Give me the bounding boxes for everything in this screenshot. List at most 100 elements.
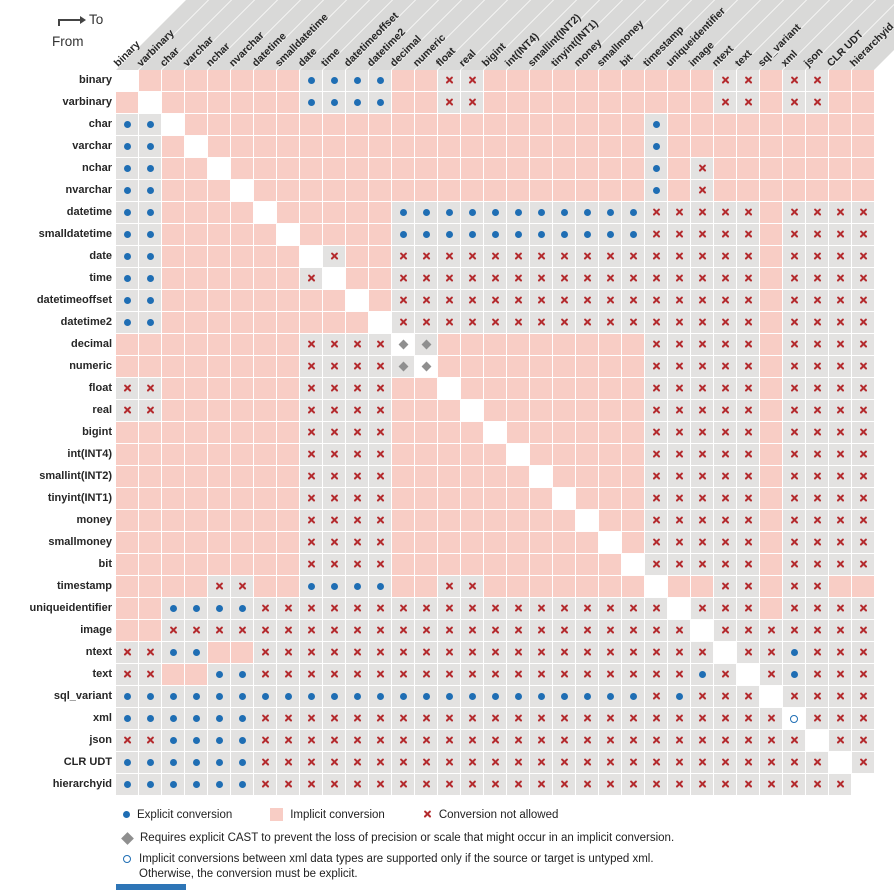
explicit-dot-icon [169, 759, 177, 766]
cell-datetime-to-uniqueidentifier [668, 202, 690, 223]
not-allowed-icon [652, 626, 661, 635]
not-allowed-icon [422, 252, 431, 261]
cell-decimal-to-uniqueidentifier [668, 334, 690, 355]
cell-real-to-datetimeoffset [346, 400, 368, 421]
cell-datetimeoffset-to-smallint(INT2) [530, 290, 552, 311]
not-allowed-icon [813, 516, 822, 525]
not-allowed-icon [560, 604, 569, 613]
not-allowed-icon [767, 626, 776, 635]
cell-smalldatetime-to-datetimeoffset [346, 224, 368, 245]
not-allowed-icon [146, 384, 155, 393]
cell-float-to-sql_variant [760, 378, 782, 399]
cell-nvarchar-to-bit [622, 180, 644, 201]
not-allowed-icon [123, 406, 132, 415]
cell-money-to-ntext [714, 510, 736, 531]
row-label-xml: xml [93, 712, 112, 724]
explicit-dot-icon [146, 275, 154, 282]
cell-smalldatetime-to-tinyint(INT1) [553, 224, 575, 245]
cell-nchar-to-real [461, 158, 483, 179]
legend-item-not-allowed: Conversion not allowed [423, 809, 559, 821]
not-allowed-icon [376, 384, 385, 393]
cell-bit-to-int(INT4) [507, 554, 529, 575]
cell-varbinary-to-json [806, 92, 828, 113]
not-allowed-icon [836, 670, 845, 679]
not-allowed-icon [767, 780, 776, 789]
not-allowed-icon [652, 736, 661, 745]
not-allowed-icon [468, 296, 477, 305]
not-allowed-icon [652, 670, 661, 679]
not-allowed-icon [560, 780, 569, 789]
cell-smallmoney-to-CLR UDT [829, 532, 851, 553]
cell-json-to-time [323, 730, 345, 751]
cell-image-to-money [576, 620, 598, 641]
not-allowed-icon [445, 98, 454, 107]
cell-tinyint(INT1)-to-char [162, 488, 184, 509]
cell-time-to-smallint(INT2) [530, 268, 552, 289]
cell-nchar-to-xml [783, 158, 805, 179]
cell-CLR UDT-to-time [323, 752, 345, 773]
cell-numeric-to-bit [622, 356, 644, 377]
cell-float-to-time [323, 378, 345, 399]
not-allowed-icon [721, 670, 730, 679]
cell-smallint(INT2)-to-ntext [714, 466, 736, 487]
cell-char-to-varchar [185, 114, 207, 135]
cell-bigint-to-varchar [185, 422, 207, 443]
not-allowed-icon [491, 318, 500, 327]
cell-datetimeoffset-to-datetimeoffset [346, 290, 368, 311]
not-allowed-icon [422, 758, 431, 767]
cell-xml-to-timestamp [645, 708, 667, 729]
not-allowed-icon [491, 626, 500, 635]
cell-timestamp-to-tinyint(INT1) [553, 576, 575, 597]
cell-smallint(INT2)-to-sql_variant [760, 466, 782, 487]
not-allowed-icon [744, 736, 753, 745]
cell-CLR UDT-to-uniqueidentifier [668, 752, 690, 773]
cell-sql_variant-to-smalldatetime [277, 686, 299, 707]
cell-json-to-datetime [254, 730, 276, 751]
cell-float-to-date [300, 378, 322, 399]
cell-nchar-to-smallmoney [599, 158, 621, 179]
cell-text-to-uniqueidentifier [668, 664, 690, 685]
not-allowed-icon [790, 296, 799, 305]
cell-int(INT4)-to-numeric [415, 444, 437, 465]
cell-float-to-bigint [484, 378, 506, 399]
not-allowed-icon [537, 604, 546, 613]
not-allowed-icon [307, 274, 316, 283]
cell-xml-to-char [162, 708, 184, 729]
cell-image-to-ntext [714, 620, 736, 641]
row-label-hierarchyid: hierarchyid [52, 778, 112, 790]
explicit-dot-icon [192, 737, 200, 744]
not-allowed-icon [859, 318, 868, 327]
cell-decimal-to-smallmoney [599, 334, 621, 355]
cell-date-to-smalldatetime [277, 246, 299, 267]
cell-timestamp-to-bigint [484, 576, 506, 597]
cell-hierarchyid-to-xml [783, 774, 805, 795]
cell-binary-to-smallint(INT2) [530, 70, 552, 91]
not-allowed-icon [698, 340, 707, 349]
not-allowed-icon [537, 780, 546, 789]
cell-text-to-sql_variant [760, 664, 782, 685]
cell-numeric-to-CLR UDT [829, 356, 851, 377]
cell-bigint-to-real [461, 422, 483, 443]
cell-int(INT4)-to-uniqueidentifier [668, 444, 690, 465]
cell-decimal-to-decimal [392, 334, 414, 355]
cell-varbinary-to-tinyint(INT1) [553, 92, 575, 113]
row-label-CLR UDT: CLR UDT [63, 756, 112, 768]
cell-datetime2-to-decimal [392, 312, 414, 333]
cell-money-to-money [576, 510, 598, 531]
cell-datetime-to-datetime2 [369, 202, 391, 223]
not-allowed-icon [675, 428, 684, 437]
cell-nvarchar-to-uniqueidentifier [668, 180, 690, 201]
cell-smallint(INT2)-to-decimal [392, 466, 414, 487]
cell-char-to-sql_variant [760, 114, 782, 135]
cell-json-to-nchar [208, 730, 230, 751]
cell-numeric-to-int(INT4) [507, 356, 529, 377]
not-allowed-icon [790, 362, 799, 371]
cell-money-to-datetimeoffset [346, 510, 368, 531]
not-allowed-icon [445, 670, 454, 679]
cell-date-to-sql_variant [760, 246, 782, 267]
to-arrow-icon [58, 15, 86, 26]
cell-timestamp-to-money [576, 576, 598, 597]
cell-tinyint(INT1)-to-datetime2 [369, 488, 391, 509]
cell-varchar-to-datetimeoffset [346, 136, 368, 157]
not-allowed-icon [790, 98, 799, 107]
